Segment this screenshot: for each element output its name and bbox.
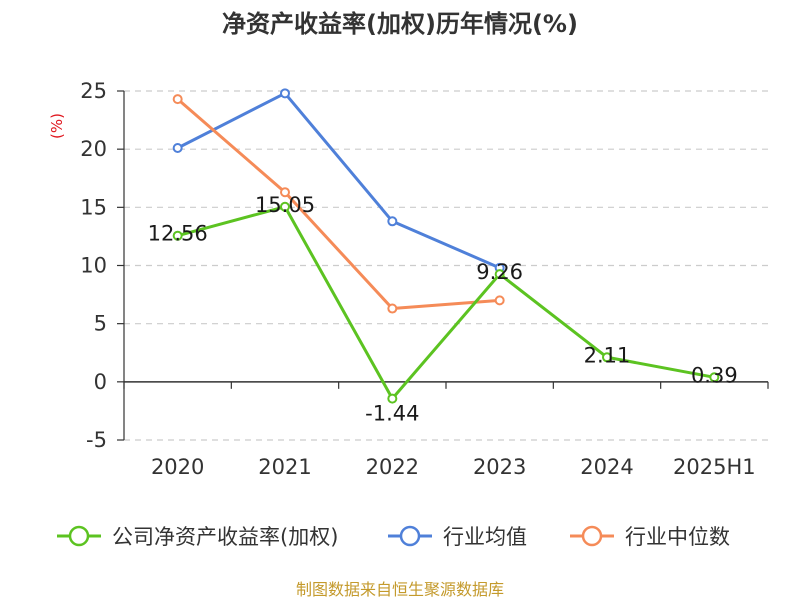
data-label: 2.11: [584, 343, 631, 367]
data-label: 12.56: [148, 222, 208, 246]
data-label: 9.26: [476, 260, 523, 284]
source-note: 制图数据来自恒生聚源数据库: [296, 580, 504, 599]
series-point-0: [280, 201, 290, 212]
y-tick-label: -5: [86, 428, 107, 452]
legend-label-1: 行业均值: [443, 525, 527, 549]
data-label: -1.44: [365, 402, 419, 426]
legend: 公司净资产收益率(加权) 行业均值 行业中位数: [57, 525, 730, 549]
x-tick-label: 2021: [258, 455, 311, 479]
y-tick-label: 20: [80, 137, 107, 161]
series-point-2: [280, 187, 290, 198]
data-label: 15.05: [255, 193, 315, 217]
legend-marker-2: [581, 525, 603, 547]
series-point-2: [387, 303, 398, 314]
legend-marker-0: [68, 525, 90, 547]
axes: -5 0 5 10 15 20 25 2020 2021 2022 2023 2024 2025H1: [80, 79, 769, 479]
data-label: 0.39: [691, 363, 738, 387]
y-tick-label: 0: [94, 370, 107, 394]
series-point-2: [494, 295, 505, 306]
series-line-2: [176, 98, 500, 311]
series-point-2: [172, 94, 183, 105]
y-tick-label: 5: [94, 312, 107, 336]
chart-title: 净资产收益率(加权)历年情况(%): [222, 10, 578, 38]
series-layer: [172, 88, 720, 404]
gridlines: [124, 90, 768, 441]
series-point-1: [280, 88, 290, 99]
series-point-0: [602, 352, 612, 363]
series-point-1: [387, 216, 398, 227]
y-tick-label: 10: [80, 254, 107, 278]
series-point-1: [172, 143, 183, 154]
series-point-0: [172, 230, 183, 241]
x-tick-label: 2025H1: [673, 455, 756, 479]
y-tick-label: 25: [80, 79, 107, 103]
y-tick-label: 15: [80, 195, 107, 219]
legend-label-2: 行业中位数: [625, 525, 730, 549]
series-line-0: [177, 205, 715, 401]
series-point-0: [709, 372, 720, 383]
x-tick-label: 2020: [151, 455, 204, 479]
x-tick-label: 2024: [580, 455, 633, 479]
y-axis-label: (%): [48, 113, 66, 139]
series-point-0: [387, 393, 398, 404]
legend-label-0: 公司净资产收益率(加权): [112, 525, 338, 549]
x-tick-label: 2022: [366, 455, 419, 479]
data-labels: 12.56 15.05 -1.44 9.26 2.11 0.39: [148, 193, 738, 426]
series-line-1: [176, 91, 501, 270]
x-tick-label: 2023: [473, 455, 526, 479]
series-point-0: [494, 269, 505, 280]
legend-marker-1: [399, 525, 421, 547]
